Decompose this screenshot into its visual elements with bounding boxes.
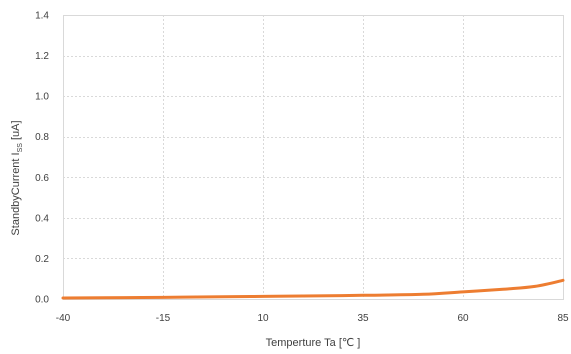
x-tick-label: 10 — [257, 313, 269, 324]
x-axis-title: Temperture Ta [℃ ] — [266, 337, 361, 349]
y-tick-label: 0.4 — [35, 213, 49, 224]
y-axis-title-subscript: SS — [17, 143, 24, 153]
x-tick-label: 35 — [357, 313, 369, 324]
x-axis-tick-labels: -40 -15 10 35 60 85 — [56, 313, 569, 324]
grid-lines — [63, 15, 563, 299]
y-tick-label: 0.6 — [35, 173, 49, 184]
y-axis-title: StandbyCurrent ISS [uA] — [10, 120, 24, 235]
y-tick-label: 1.0 — [35, 92, 49, 103]
x-tick-label: 85 — [557, 313, 569, 324]
x-tick-label: -15 — [156, 313, 171, 324]
standby-current-series-line — [61, 278, 565, 300]
y-tick-label: 0.8 — [35, 132, 49, 143]
x-tick-label: 60 — [457, 313, 469, 324]
y-axis-title-unit: [uA] — [10, 120, 22, 143]
y-tick-label: 0.2 — [35, 254, 49, 265]
plot-area — [63, 15, 564, 300]
y-tick-label: 0.0 — [35, 295, 49, 306]
y-axis-tick-labels: 0.0 0.2 0.4 0.6 0.8 1.0 1.2 1.4 — [35, 11, 49, 306]
y-axis-title-main: StandbyCurrent I — [10, 152, 22, 235]
y-tick-label: 1.4 — [35, 11, 49, 22]
x-tick-label: -40 — [56, 313, 71, 324]
y-tick-label: 1.2 — [35, 51, 49, 62]
series-lines — [61, 278, 565, 300]
